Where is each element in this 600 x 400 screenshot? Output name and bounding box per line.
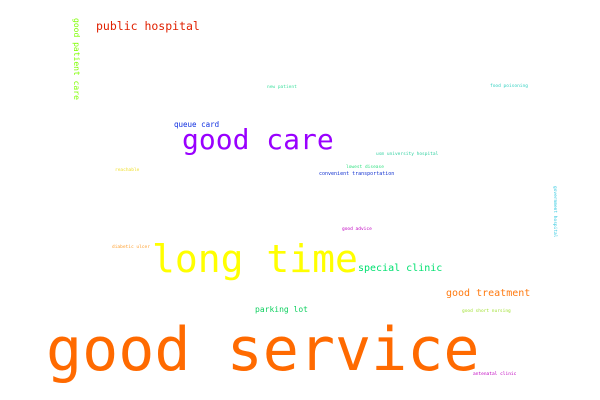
word-public-hospital: public hospital [96, 19, 200, 33]
word-government-hospital: government hospital [551, 186, 557, 238]
word-food-poisoning: food poisoning [490, 84, 528, 89]
word-good-short-nursing: good short nursing [462, 309, 511, 314]
word-diabetic-ulcer: diabetic ulcer [112, 245, 150, 250]
word-parking-lot: parking lot [255, 305, 308, 314]
word-usm-hospital: usm university hospital [376, 152, 439, 157]
word-new-patient: new patient [267, 85, 297, 90]
word-lowest-disease: lowest disease [346, 165, 384, 170]
word-reachable: reachable [115, 168, 140, 173]
word-long-time: long time [152, 237, 358, 281]
word-antenatal-clinic: antenatal clinic [473, 372, 517, 377]
word-queue-card: queue card [174, 120, 220, 129]
word-good-care: good care [182, 123, 334, 156]
word-convenient-transportation: convenient transportation [319, 171, 395, 177]
word-good-patient-care: good patient care [72, 18, 81, 100]
word-good-treatment: good treatment [446, 288, 531, 299]
word-good-advice: good advice [342, 227, 372, 232]
word-good-service: good service [46, 315, 480, 385]
word-special-clinic: special clinic [358, 263, 443, 274]
